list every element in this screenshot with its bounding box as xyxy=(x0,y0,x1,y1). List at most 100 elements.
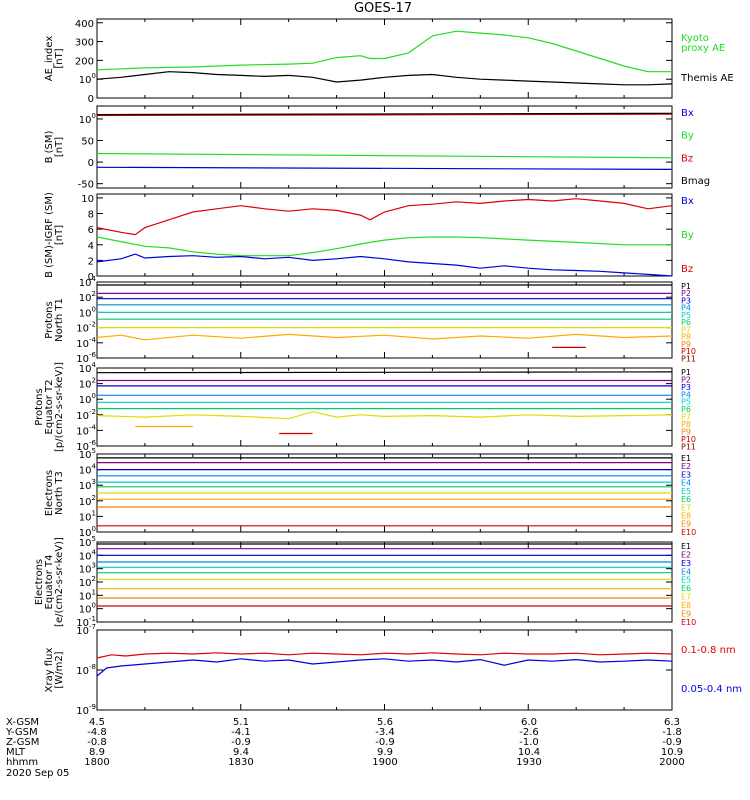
footer-row-label: MLT xyxy=(6,747,26,758)
footer-value: 1930 xyxy=(516,757,541,768)
legend-e6: E6 xyxy=(681,584,691,593)
y-axis-label: [e/(cm2-s-sr-keV)] xyxy=(54,537,65,627)
legend-item: Bx xyxy=(681,108,694,119)
legend-p11: P11 xyxy=(681,354,696,363)
y-tick-label: 100 xyxy=(79,392,96,406)
legend-e1: E1 xyxy=(681,542,691,551)
legend-p2: P2 xyxy=(681,375,691,384)
footer-value: -2.6 xyxy=(519,727,539,738)
legend-p1: P1 xyxy=(681,282,691,291)
legend-item: 0.1-0.8 nm xyxy=(681,645,736,656)
legend-item: By xyxy=(681,131,694,142)
footer-value: 6.0 xyxy=(521,717,537,728)
legend-e2: E2 xyxy=(681,462,691,471)
legend-p8: P8 xyxy=(681,420,691,429)
panel-bdiff xyxy=(96,193,673,277)
footer-value: 8.9 xyxy=(89,747,105,758)
y-tick-label: 10-9 xyxy=(76,703,96,717)
y-axis-label: Protons xyxy=(44,301,55,338)
y-axis-label: [W/m2] xyxy=(54,651,65,688)
legend-item: By xyxy=(681,230,694,241)
footer-value: -1.0 xyxy=(519,737,539,748)
plot-title: GOES-17 xyxy=(354,1,412,16)
footer-value: 9.4 xyxy=(233,747,249,758)
legend-item: Bx xyxy=(681,196,694,207)
footer-row-label: X-GSM xyxy=(6,717,39,728)
y-tick-label: 10 xyxy=(81,194,94,205)
panel-bsm xyxy=(96,105,673,189)
legend-p9: P9 xyxy=(681,340,691,349)
y-tick-label: 104 xyxy=(79,361,97,375)
footer-value: -0.9 xyxy=(375,737,395,748)
legend-p7: P7 xyxy=(681,413,691,422)
y-tick-label: 0 xyxy=(88,272,94,283)
footer-value: 1800 xyxy=(84,757,109,768)
footer-value: -0.9 xyxy=(231,737,251,748)
legend-p5: P5 xyxy=(681,311,691,320)
y-tick-label: 105 xyxy=(79,447,96,461)
y-tick-label: 10-4 xyxy=(76,336,96,350)
legend-e5: E5 xyxy=(681,576,691,585)
y-axis-label: [nT] xyxy=(54,48,65,68)
legend-e7: E7 xyxy=(681,503,691,512)
legend-e4: E4 xyxy=(681,479,691,488)
panel-xray xyxy=(96,629,673,711)
y-axis-label: North T3 xyxy=(54,471,65,515)
legend-e8: E8 xyxy=(681,601,691,610)
series-pequator-p1 xyxy=(96,371,673,374)
footer-value: -1.8 xyxy=(662,727,682,738)
footer-row-label: 2020 Sep 05 xyxy=(6,768,69,779)
panel-frame xyxy=(96,541,673,623)
series-bsm-bmag xyxy=(96,112,673,116)
footer-value: 4.5 xyxy=(89,717,105,728)
y-tick-label: 0 xyxy=(88,94,94,105)
y-tick-label: 6 xyxy=(88,225,94,236)
y-tick-label: 102 xyxy=(79,494,96,508)
legend-item: Kyoto xyxy=(681,33,709,44)
y-tick-label: 100 xyxy=(79,305,96,319)
panel-pequator xyxy=(96,367,673,447)
panel-frame xyxy=(96,193,673,277)
legend-e6: E6 xyxy=(681,495,691,504)
legend-p3: P3 xyxy=(681,296,691,305)
y-tick-label: 2 xyxy=(88,256,94,267)
panel-frame xyxy=(96,105,673,189)
y-tick-label: 102 xyxy=(79,377,96,391)
panel-eequator xyxy=(96,541,673,623)
series-ae-kyoto-proxy-ae xyxy=(96,30,672,73)
y-tick-label: 4 xyxy=(88,241,94,252)
series-xray-0-1-0-8-nm xyxy=(96,652,673,659)
series-pequator-p7 xyxy=(96,411,673,420)
y-tick-label: 10-2 xyxy=(76,321,96,335)
y-tick-label: 100 xyxy=(79,72,96,86)
legend-p3: P3 xyxy=(681,383,691,392)
legend-item: Themis AE xyxy=(680,73,734,84)
legend-e9: E9 xyxy=(681,609,691,618)
y-axis-label: Protons xyxy=(34,388,45,425)
legend-e4: E4 xyxy=(681,567,691,576)
y-tick-label: 300 xyxy=(75,38,94,49)
footer-value: 6.3 xyxy=(664,717,680,728)
legend-e9: E9 xyxy=(681,520,691,529)
y-axis-label: [p/(cm2-s-sr-keV)] xyxy=(54,362,65,452)
legend-p4: P4 xyxy=(681,304,691,313)
y-tick-label: 103 xyxy=(79,478,96,492)
footer-value: -0.8 xyxy=(87,737,107,748)
legend-p10: P10 xyxy=(681,347,696,356)
footer-value: 9.9 xyxy=(377,747,393,758)
legend-p6: P6 xyxy=(681,405,691,414)
footer-value: 10.9 xyxy=(661,747,683,758)
panel-frame xyxy=(96,367,673,447)
y-axis-label: B (SM) xyxy=(44,130,55,163)
y-tick-label: 10-2 xyxy=(76,408,96,422)
panel-frame xyxy=(96,629,673,711)
y-tick-label: 10-7 xyxy=(76,623,96,637)
y-tick-label: 10-6 xyxy=(76,351,96,365)
legend-item: proxy AE xyxy=(681,43,725,54)
panel-ae xyxy=(96,18,673,99)
y-axis-label: Equator T4 xyxy=(44,555,55,610)
y-tick-label: 100 xyxy=(79,602,96,616)
legend-e3: E3 xyxy=(681,470,691,479)
legend-item: Bz xyxy=(681,264,693,275)
y-axis-label: [nT] xyxy=(54,225,65,245)
